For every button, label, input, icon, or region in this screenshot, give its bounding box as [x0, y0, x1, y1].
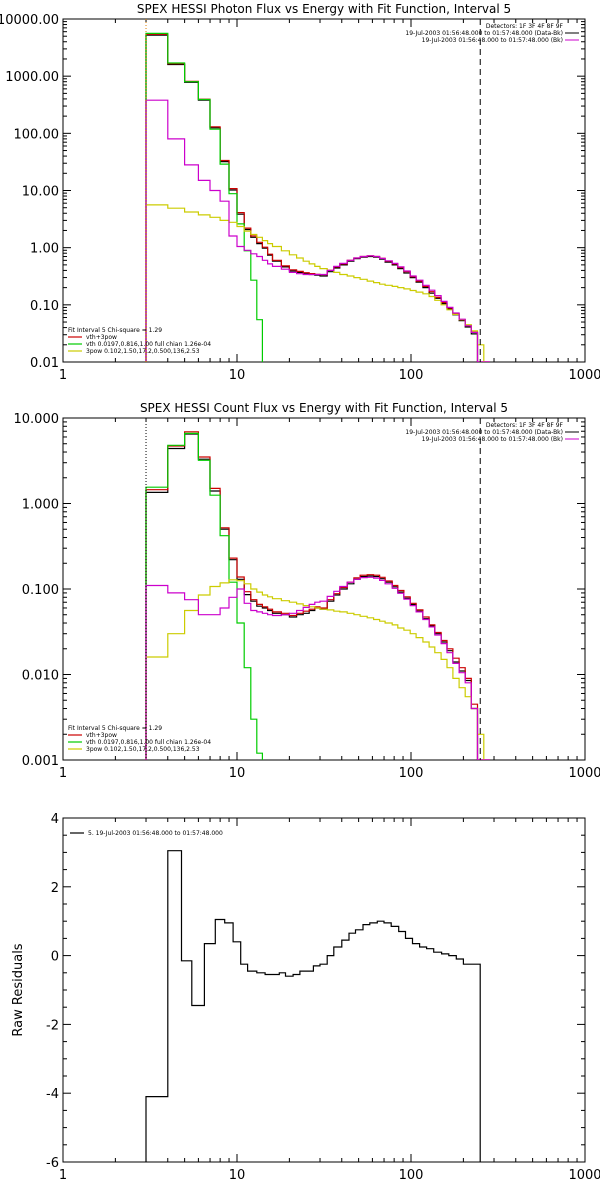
y-tick-label: 4	[51, 812, 59, 827]
legend-label: 5. 19-Jul-2003 01:56:48.000 to 01:57:48.…	[88, 830, 223, 837]
y-tick-label: 10000.00	[0, 13, 59, 28]
info-text: 19-Jul-2003 01:56:48.000 to 01:57:48.000…	[422, 436, 563, 443]
legend-label: 3pow 0.102,1.50,17.2,0.500,136,2.53	[86, 348, 200, 355]
y-tick-label: 2	[51, 881, 59, 896]
y-tick-label: 0.01	[30, 356, 59, 371]
series-line	[145, 432, 263, 760]
y-axis-label: Raw Residuals	[11, 943, 26, 1036]
y-tick-label: 0.010	[22, 669, 59, 684]
plot-frame	[62, 417, 586, 761]
series-line	[145, 33, 490, 362]
info-text: 19-Jul-2003 01:56:48.000 to 01:57:48.000…	[405, 429, 563, 436]
x-tick-label: 1	[59, 766, 67, 781]
info-text: 19-Jul-2003 01:56:48.000 to 01:57:48.000…	[405, 30, 563, 37]
plot-frame	[62, 18, 586, 363]
y-tick-label: -2	[46, 1018, 59, 1033]
x-tick-label: 1	[59, 1168, 67, 1183]
y-tick-label: 0.100	[22, 583, 59, 598]
legend-title: Fit Interval 5 Chi-square = 1.29	[68, 725, 162, 732]
plot-area	[145, 850, 481, 1162]
series-line	[145, 431, 490, 760]
x-tick-label: 100	[399, 368, 424, 383]
panel-2: SPEX HESSI Count Flux vs Energy with Fit…	[14, 401, 600, 781]
y-tick-label: -4	[46, 1087, 59, 1102]
x-tick-label: 100	[399, 766, 424, 781]
y-tick-label: 1000.00	[5, 70, 59, 85]
x-tick-label: 100	[399, 1168, 424, 1183]
series-line	[145, 99, 490, 362]
info-text: Detectors: 1F 3F 4F 8F 9F	[486, 23, 564, 30]
y-tick-label: 1.00	[30, 242, 59, 257]
series-line	[145, 32, 263, 362]
series-line	[145, 576, 490, 760]
legend-label: vth 0.0197,0.816,1.00 full chian 1.26e-0…	[86, 739, 211, 746]
x-tick-label: 1000	[568, 368, 600, 383]
x-tick-label: 10	[229, 766, 246, 781]
panel-1: SPEX HESSI Photon Flux vs Energy with Fi…	[0, 2, 600, 383]
y-tick-label: 0	[51, 950, 59, 965]
y-tick-label: 1.000	[22, 498, 59, 513]
x-tick-label: 1000	[568, 1168, 600, 1183]
legend-label: 3pow 0.102,1.50,17.2,0.500,136,2.53	[86, 746, 200, 753]
chart-title: SPEX HESSI Photon Flux vs Energy with Fi…	[137, 2, 511, 16]
series-line	[145, 850, 481, 1162]
plot-area	[145, 431, 490, 760]
panel-3: 1 10 100 1000 -6 -4 -2 0 2 4 Raw Residuals 5. 19-Ju…	[11, 812, 600, 1183]
info-text: Detectors: 1F 3F 4F 8F 9F	[486, 422, 564, 429]
legend-title: Fit Interval 5 Chi-square = 1.29	[68, 327, 162, 334]
legend-label: vth 0.0197,0.816,1.00 full chian 1.26e-0…	[86, 341, 211, 348]
x-tick-label: 10	[229, 368, 246, 383]
series-line	[145, 579, 485, 760]
plot-area	[145, 32, 490, 362]
series-line	[145, 34, 490, 362]
y-tick-label: 0.001	[22, 754, 59, 769]
legend-label: vth+3pow	[86, 334, 117, 341]
x-tick-label: 1000	[568, 766, 600, 781]
y-tick-label: 10.00	[22, 185, 59, 200]
info-text: 19-Jul-2003 01:56:48.000 to 01:57:48.000…	[422, 37, 563, 44]
chart-title: SPEX HESSI Count Flux vs Energy with Fit…	[140, 401, 508, 415]
y-tick-label: -6	[46, 1156, 59, 1171]
y-tick-label: 0.10	[30, 299, 59, 314]
legend-label: vth+3pow	[86, 732, 117, 739]
x-tick-label: 10	[229, 1168, 246, 1183]
x-tick-label: 1	[59, 368, 67, 383]
plot-frame	[62, 817, 586, 1163]
y-tick-label: 10.000	[14, 412, 60, 427]
y-tick-label: 100.00	[14, 127, 60, 142]
